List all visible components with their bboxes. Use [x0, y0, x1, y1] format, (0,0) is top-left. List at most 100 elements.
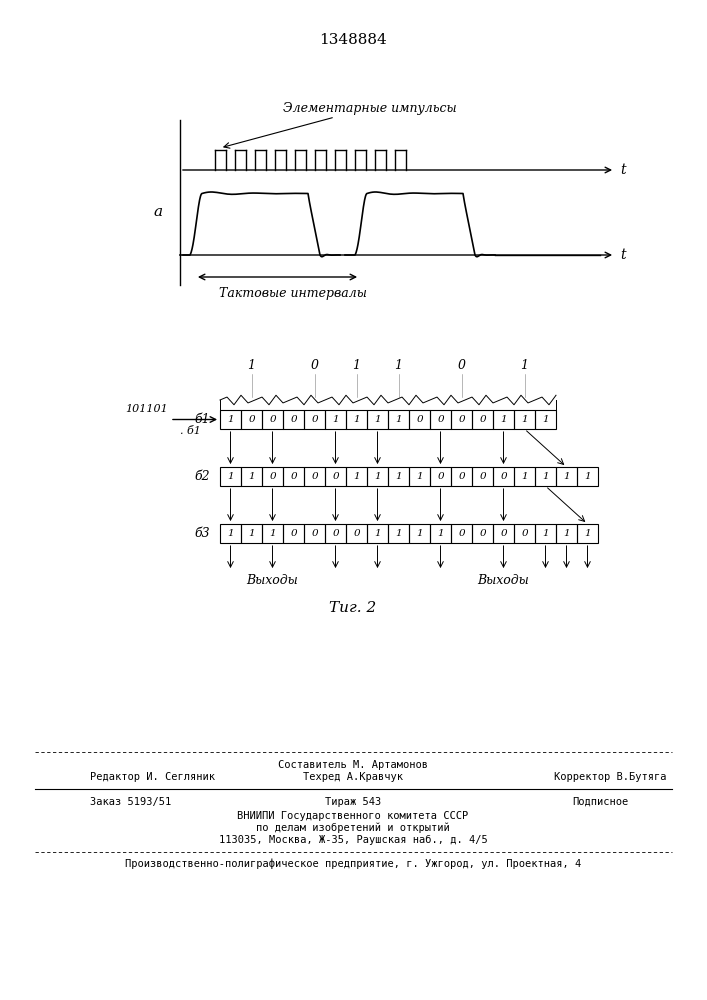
Text: 1: 1 — [542, 415, 549, 424]
Text: 1: 1 — [521, 472, 528, 481]
Text: Выходы: Выходы — [478, 574, 530, 587]
Text: 0: 0 — [269, 472, 276, 481]
Text: 1: 1 — [437, 529, 444, 538]
Bar — [556, 524, 577, 543]
Bar — [577, 467, 598, 486]
Bar — [535, 410, 556, 429]
Text: 101101: 101101 — [125, 404, 168, 414]
Bar — [514, 524, 535, 543]
Text: Корректор В.Бутяга: Корректор В.Бутяга — [554, 772, 666, 782]
Text: 0: 0 — [437, 472, 444, 481]
Text: 1: 1 — [269, 529, 276, 538]
Text: 0: 0 — [248, 415, 255, 424]
Text: 0: 0 — [290, 415, 297, 424]
Bar — [409, 524, 430, 543]
Bar — [577, 524, 598, 543]
Bar — [304, 524, 325, 543]
Bar — [346, 467, 367, 486]
Text: 1: 1 — [395, 472, 402, 481]
Bar — [430, 467, 451, 486]
Text: 0: 0 — [479, 472, 486, 481]
Text: по делам изобретений и открытий: по делам изобретений и открытий — [256, 823, 450, 833]
Text: 113035, Москва, Ж-35, Раушская наб., д. 4/5: 113035, Москва, Ж-35, Раушская наб., д. … — [218, 835, 487, 845]
Bar — [220, 410, 241, 429]
Text: б1: б1 — [194, 413, 210, 426]
Text: 0: 0 — [311, 472, 318, 481]
Text: 1: 1 — [521, 415, 528, 424]
Text: Тираж 543: Тираж 543 — [325, 797, 381, 807]
Bar — [367, 410, 388, 429]
Bar — [451, 524, 472, 543]
Text: 1: 1 — [247, 359, 255, 372]
Text: 1: 1 — [395, 529, 402, 538]
Text: Элементарные импульсы: Элементарные импульсы — [284, 102, 457, 115]
Bar — [493, 467, 514, 486]
Text: 1: 1 — [563, 472, 570, 481]
Text: 1: 1 — [374, 529, 381, 538]
Text: 1: 1 — [374, 472, 381, 481]
Bar — [493, 410, 514, 429]
Text: а: а — [153, 206, 163, 220]
Text: 1: 1 — [584, 472, 591, 481]
Text: ВНИИПИ Государственного комитета СССР: ВНИИПИ Государственного комитета СССР — [238, 811, 469, 821]
Text: . б1: . б1 — [180, 426, 201, 436]
Text: t: t — [620, 163, 626, 177]
Bar — [283, 410, 304, 429]
Bar — [367, 467, 388, 486]
Text: 1: 1 — [227, 529, 234, 538]
Bar — [430, 410, 451, 429]
Text: 1: 1 — [227, 472, 234, 481]
Bar — [472, 467, 493, 486]
Text: 1: 1 — [248, 529, 255, 538]
Bar — [388, 410, 409, 429]
Bar — [493, 524, 514, 543]
Bar — [514, 467, 535, 486]
Text: 1: 1 — [354, 472, 360, 481]
Bar — [325, 467, 346, 486]
Text: Составитель М. Артамонов: Составитель М. Артамонов — [278, 760, 428, 770]
Text: 1: 1 — [500, 415, 507, 424]
Text: 0: 0 — [479, 529, 486, 538]
Bar — [262, 410, 283, 429]
Text: Подписное: Подписное — [572, 797, 628, 807]
Bar — [241, 524, 262, 543]
Bar — [535, 524, 556, 543]
Text: 0: 0 — [311, 415, 318, 424]
Bar — [472, 410, 493, 429]
Text: Выходы: Выходы — [247, 574, 298, 587]
Text: 0: 0 — [458, 472, 464, 481]
Bar — [262, 467, 283, 486]
Bar — [241, 410, 262, 429]
Text: Тактовые интервалы: Тактовые интервалы — [218, 287, 366, 300]
Text: 1: 1 — [584, 529, 591, 538]
Text: Редактор И. Сегляник: Редактор И. Сегляник — [90, 772, 215, 782]
Text: 0: 0 — [332, 529, 339, 538]
Bar — [514, 410, 535, 429]
Text: 1: 1 — [416, 529, 423, 538]
Bar — [304, 467, 325, 486]
Text: 1: 1 — [248, 472, 255, 481]
Text: Техред А.Кравчук: Техред А.Кравчук — [303, 772, 403, 782]
Text: 0: 0 — [290, 529, 297, 538]
Bar — [451, 467, 472, 486]
Bar — [325, 524, 346, 543]
Bar — [451, 410, 472, 429]
Bar — [430, 524, 451, 543]
Bar — [388, 467, 409, 486]
Text: 1: 1 — [353, 359, 361, 372]
Text: 1: 1 — [563, 529, 570, 538]
Text: 0: 0 — [457, 359, 465, 372]
Bar — [409, 410, 430, 429]
Text: 1: 1 — [395, 415, 402, 424]
Bar — [283, 524, 304, 543]
Text: Производственно-полиграфическое предприятие, г. Ужгород, ул. Проектная, 4: Производственно-полиграфическое предприя… — [125, 859, 581, 869]
Text: t: t — [620, 248, 626, 262]
Text: 0: 0 — [332, 472, 339, 481]
Bar — [220, 524, 241, 543]
Text: 0: 0 — [354, 529, 360, 538]
Bar — [304, 410, 325, 429]
Bar — [220, 467, 241, 486]
Text: 1: 1 — [332, 415, 339, 424]
Text: 0: 0 — [290, 472, 297, 481]
Text: 1: 1 — [542, 472, 549, 481]
